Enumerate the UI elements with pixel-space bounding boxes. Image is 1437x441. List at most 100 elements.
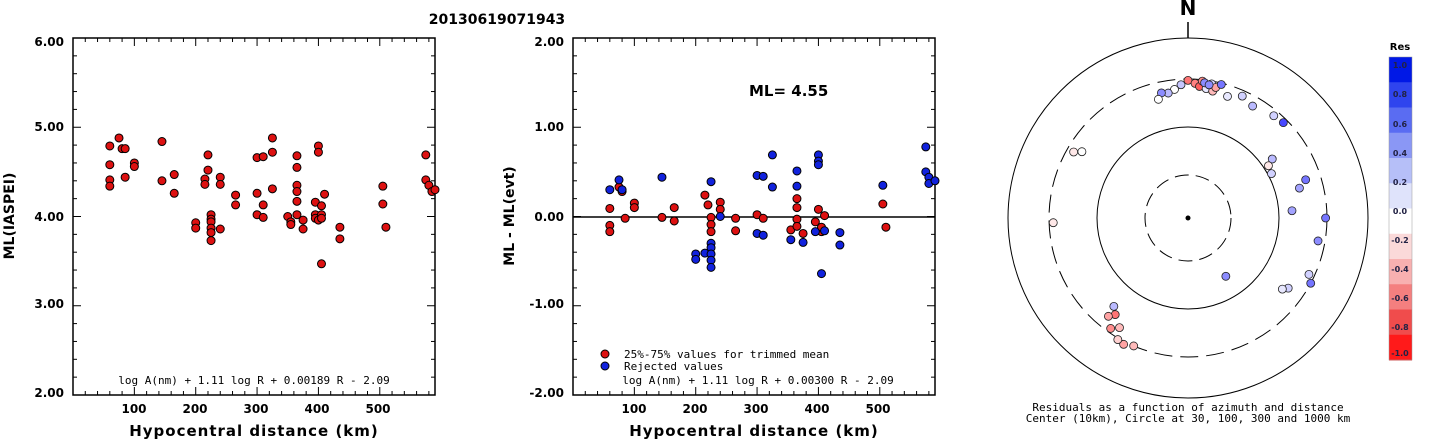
station-residual-point <box>1109 301 1119 311</box>
x-tick-label: 200 <box>182 402 207 416</box>
station-residual-point <box>1216 80 1226 89</box>
colorbar-block <box>1389 259 1412 285</box>
colorbar-frame <box>1388 56 1413 361</box>
station-residuals <box>1048 75 1331 351</box>
station-residual-point <box>1287 206 1297 216</box>
data-point <box>215 224 225 234</box>
data-point <box>820 211 830 221</box>
data-point <box>835 228 845 238</box>
data-point <box>758 213 768 223</box>
data-point <box>120 144 130 154</box>
colorbar-block <box>1389 82 1412 108</box>
x-tick-label: 400 <box>804 402 829 416</box>
y-tick-label: 6.00 <box>34 35 64 49</box>
data-point <box>881 222 891 232</box>
x-tick-label: 400 <box>304 402 329 416</box>
station-residual-point <box>1106 324 1116 333</box>
station-residual-point <box>1267 154 1277 164</box>
station-residual-point <box>1301 175 1311 185</box>
y-tick-label: 5.00 <box>34 120 64 134</box>
data-point <box>614 175 624 185</box>
colorbar-block <box>1389 208 1412 235</box>
colorbar-tick-labels: 1.0 0.8 0.6 0.4 0.2 0.0 -0.2 -0.4 -0.6 -… <box>1391 61 1409 358</box>
data-point <box>657 212 667 222</box>
colorbar-block <box>1389 183 1412 209</box>
data-point <box>421 150 431 160</box>
data-point <box>669 203 679 213</box>
ring-100km <box>1096 126 1280 310</box>
data-point <box>203 150 213 160</box>
station-residual-point <box>1113 335 1123 344</box>
colorbar-block <box>1389 334 1412 361</box>
data-point <box>758 230 768 240</box>
station-residual-point <box>1154 94 1163 104</box>
ring-1000km <box>1007 37 1369 399</box>
data-point <box>258 212 268 222</box>
station-residual-point <box>1223 91 1232 101</box>
data-point <box>206 236 216 246</box>
station-residual-point <box>1221 271 1231 281</box>
data-point <box>878 199 888 209</box>
data-point <box>669 216 679 226</box>
legend-label-trimmed: 25%-75% values for trimmed mean <box>624 348 829 361</box>
data-point <box>335 222 345 232</box>
panel-azimuth-residuals: N Residuals as a function of azimuth and… <box>1007 0 1369 425</box>
station-residual-point <box>1176 80 1186 90</box>
station-residual-point <box>1103 311 1113 321</box>
colorbar-tick: 0.2 <box>1393 178 1407 187</box>
formula-text: log A(nm) + 1.11 log R + 0.00189 R - 2.0… <box>118 374 390 387</box>
station-residual-point <box>1204 80 1214 90</box>
data-point <box>691 254 701 264</box>
colorbar-tick: -1.0 <box>1391 349 1409 358</box>
data-point <box>313 147 323 157</box>
caption-line-1: Residuals as a function of azimuth and d… <box>1032 401 1343 414</box>
station-residual-point <box>1306 278 1316 288</box>
data-point <box>657 172 667 182</box>
data-point <box>378 181 388 191</box>
station-residual-point <box>1115 323 1124 333</box>
colorbar-block <box>1389 57 1412 83</box>
data-point <box>316 259 326 269</box>
data-point <box>792 166 802 176</box>
colorbar-tick: 1.0 <box>1393 61 1408 70</box>
formula-text: log A(nm) + 1.11 log R + 0.00300 R - 2.0… <box>622 374 894 387</box>
colorbar-block <box>1389 284 1412 310</box>
data-point <box>816 269 826 279</box>
colorbar-tick: -0.8 <box>1391 323 1409 332</box>
colorbar-tick: 0.8 <box>1393 90 1408 99</box>
data-point <box>231 190 241 200</box>
tick-group <box>573 38 935 395</box>
x-tick-labels: 100 200 300 400 500 <box>121 402 390 416</box>
tick-group <box>73 38 435 395</box>
ring-30km <box>1144 174 1232 262</box>
x-tick-label: 100 <box>121 402 146 416</box>
station-residual-point <box>1321 213 1331 223</box>
station-residual-point <box>1048 218 1058 228</box>
x-tick-label: 200 <box>682 402 707 416</box>
panel-ml-iaspei: ML(IASPEI) Hypocentral distance (km) log… <box>2 35 440 440</box>
data-point <box>200 179 210 189</box>
x-axis-label: Hypocentral distance (km) <box>129 422 379 440</box>
station-residual-point <box>1313 236 1323 246</box>
data-point <box>292 151 302 161</box>
data-point <box>878 180 888 190</box>
colorbar: Res 1.0 0.8 0.6 0.4 0.2 0.0 -0.2 -0.4 -0… <box>1388 42 1413 361</box>
data-point <box>731 226 741 236</box>
data-point <box>813 204 823 214</box>
ml-annotation: ML= 4.55 <box>749 82 828 100</box>
data-point <box>105 160 115 170</box>
station-residual-point <box>1267 169 1276 179</box>
data-point <box>792 221 802 231</box>
x-tick-label: 100 <box>621 402 646 416</box>
data-point <box>231 200 241 210</box>
y-axis-label: ML - ML(evt) <box>502 166 518 265</box>
data-point <box>767 150 777 160</box>
data-point <box>758 171 768 181</box>
colorbar-block <box>1389 107 1412 134</box>
y-tick-label: 3.00 <box>34 297 64 311</box>
data-point <box>921 142 931 152</box>
station-residual-point <box>1077 147 1087 157</box>
data-point <box>706 177 716 187</box>
data-point <box>316 213 326 223</box>
